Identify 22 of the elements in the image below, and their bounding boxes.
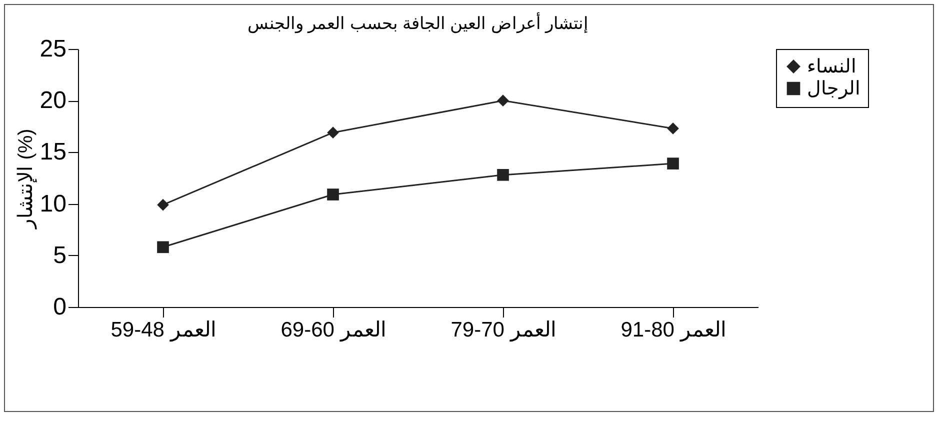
y-tick-label: 0 xyxy=(53,294,66,320)
y-tick-label: 10 xyxy=(40,190,66,218)
legend-label: الرجال xyxy=(807,78,860,100)
point xyxy=(667,122,679,134)
point xyxy=(327,126,339,139)
point xyxy=(157,198,169,211)
x-tick-label: العمر 48-59 xyxy=(110,318,216,342)
point xyxy=(497,168,509,181)
y-tick-label: 25 xyxy=(40,36,66,62)
x-tick-label: العمر 60-69 xyxy=(280,318,386,342)
point xyxy=(667,158,679,170)
chart-title: إنتشار أعراض العين الجافة بحسب العمر والجنس xyxy=(247,12,589,34)
y-tick-label: 15 xyxy=(40,138,66,166)
y-tick-label: 20 xyxy=(40,87,66,114)
point xyxy=(327,188,339,200)
x-tick-label: العمر 80-91 xyxy=(620,318,726,342)
legend-label: النساء xyxy=(807,56,856,78)
y-tick-label: 5 xyxy=(53,242,66,269)
x-tick-label: العمر 70-79 xyxy=(450,318,556,342)
point xyxy=(497,94,509,107)
y-axis-title: الإنتشار (%) xyxy=(14,128,38,230)
point xyxy=(157,241,169,254)
